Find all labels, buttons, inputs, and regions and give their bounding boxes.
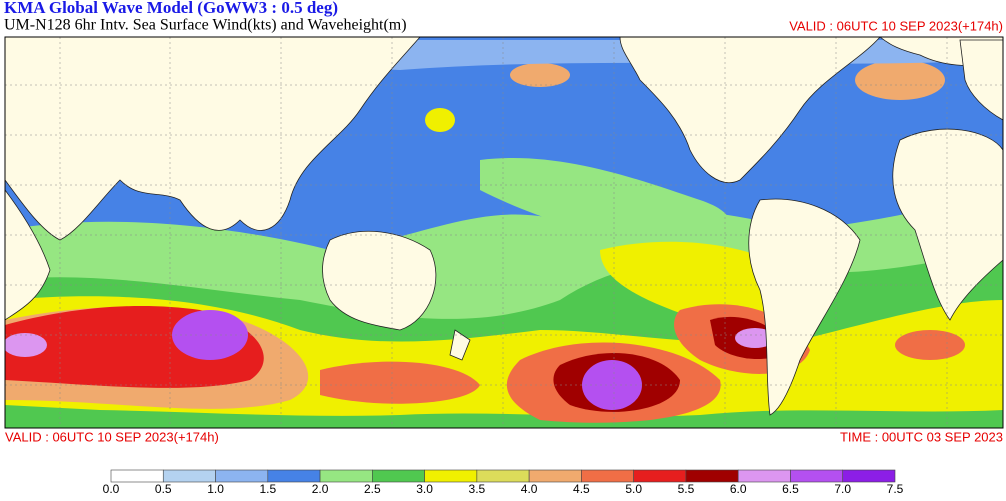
- colorbar-swatch: [790, 469, 844, 483]
- colorbar-label: 1.0: [207, 482, 224, 496]
- wave-maximum: [735, 328, 775, 348]
- wave-field: [600, 241, 798, 322]
- colorbar-swatch: [162, 469, 216, 483]
- colorbar-swatch: [581, 469, 634, 483]
- subtitle: UM-N128 6hr Intv. Sea Surface Wind(kts) …: [4, 17, 407, 34]
- colorbar-label: 7.0: [834, 482, 851, 496]
- wave-field: [855, 60, 945, 100]
- land-africa-east: [5, 189, 51, 321]
- wave-maximum: [5, 333, 47, 357]
- colorbar-label: 2.0: [312, 482, 329, 496]
- map: [4, 36, 1004, 429]
- colorbar-label: 0.5: [155, 482, 172, 496]
- colorbar-swatch: [842, 469, 896, 483]
- colorbar-swatch: [110, 469, 164, 483]
- colorbar-swatch: [476, 469, 530, 483]
- colorbar-swatch: [215, 469, 269, 483]
- valid-time-top: VALID : 06UTC 10 SEP 2023(+174h): [789, 18, 1003, 33]
- wave-field: [320, 361, 480, 404]
- wave-field: [480, 158, 730, 242]
- graticule: [5, 37, 1003, 428]
- wave-field: [895, 330, 965, 360]
- colorbar-swatch: [319, 469, 373, 483]
- wave-field: [425, 108, 455, 132]
- colorbar-swatch: [528, 469, 582, 483]
- colorbar-label: 0.0: [103, 482, 120, 496]
- colorbar-label: 3.5: [469, 482, 486, 496]
- land-south-america: [748, 198, 861, 416]
- title: KMA Global Wave Model (GoWW3 : 0.5 deg): [4, 0, 338, 17]
- colorbar-swatch: [372, 469, 425, 483]
- colorbar-label: 4.5: [573, 482, 590, 496]
- colorbar-swatch: [685, 469, 739, 483]
- land-new-zealand: [449, 329, 471, 361]
- colorbar-swatch: [737, 469, 791, 483]
- land-north-america: [619, 37, 881, 183]
- colorbar-label: 5.5: [678, 482, 695, 496]
- colorbar-label: 2.5: [364, 482, 381, 496]
- colorbar-label: 3.0: [416, 482, 433, 496]
- valid-time-bottom: VALID : 06UTC 10 SEP 2023(+174h): [5, 429, 219, 444]
- land-australia: [322, 230, 437, 331]
- init-time: TIME : 00UTC 03 SEP 2023: [840, 429, 1003, 444]
- land-eurasia: [5, 37, 421, 241]
- colorbar-label: 1.5: [259, 482, 276, 496]
- colorbar-label: 5.0: [625, 482, 642, 496]
- colorbar-label: 6.5: [782, 482, 799, 496]
- colorbar-swatch: [267, 469, 321, 483]
- colorbar: 0.0 0.5 1.0 1.5 2.0 2.5 3.0 3.5 4.0 4.5 5.0 5.5 6.0 6…: [103, 469, 904, 496]
- colorbar-label: 7.5: [887, 482, 904, 496]
- land-africa-west: [892, 128, 1003, 321]
- colorbar-label: 6.0: [730, 482, 747, 496]
- colorbar-swatch: [633, 469, 687, 483]
- colorbar-label: 4.0: [521, 482, 538, 496]
- colorbar-swatch: [424, 469, 478, 483]
- map-frame: [4, 36, 1004, 429]
- wave-field: [510, 63, 570, 87]
